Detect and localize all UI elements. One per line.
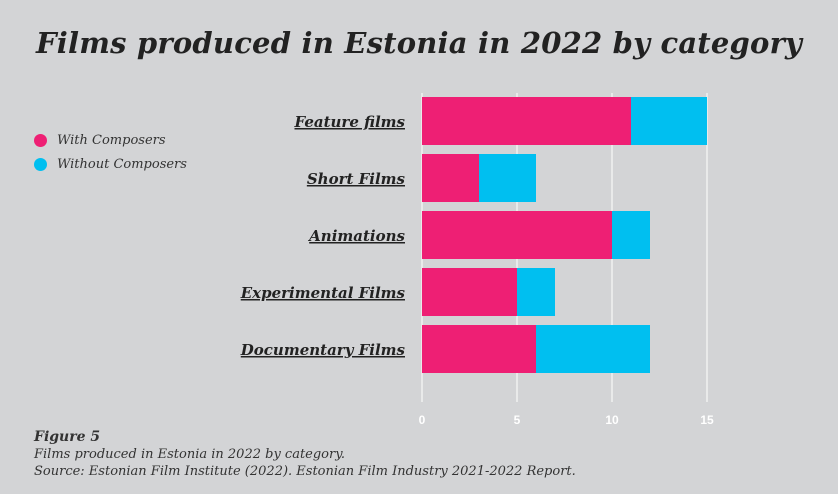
- legend-swatch-with-composers: [34, 133, 47, 147]
- bar-with-composers: [422, 325, 536, 373]
- category-label: Experimental Films: [240, 284, 406, 302]
- category-label: Documentary Films: [240, 341, 406, 359]
- legend-label: With Composers: [57, 132, 166, 148]
- bar-without-composers: [631, 97, 707, 145]
- caption-source: Source: Estonian Film Institute (2022). …: [34, 464, 576, 479]
- bar-without-composers: [479, 154, 536, 202]
- x-tick-label: 10: [605, 413, 619, 427]
- bar-with-composers: [422, 268, 517, 316]
- figure-caption: Figure 5 Films produced in Estonia in 20…: [34, 429, 576, 480]
- category-label: Short Films: [307, 170, 406, 188]
- bar-without-composers: [517, 268, 555, 316]
- legend-swatch-without-composers: [34, 157, 47, 171]
- x-tick-label: 15: [700, 413, 714, 427]
- bar-with-composers: [422, 154, 479, 202]
- category-label: Feature films: [293, 113, 405, 131]
- x-tick-label: 5: [514, 413, 521, 427]
- bar-without-composers: [536, 325, 650, 373]
- figure-number: Figure 5: [34, 429, 101, 445]
- bar-with-composers: [422, 97, 631, 145]
- x-tick-label: 0: [419, 413, 426, 427]
- legend-item-with-composers: With Composers: [34, 128, 187, 152]
- category-label: Animations: [307, 227, 405, 245]
- legend-item-without-composers: Without Composers: [34, 152, 187, 176]
- legend-label: Without Composers: [57, 156, 187, 172]
- chart-title: Films produced in Estonia in 2022 by cat…: [36, 26, 803, 60]
- bar-without-composers: [612, 211, 650, 259]
- legend: With Composers Without Composers: [34, 128, 187, 176]
- bar-with-composers: [422, 211, 612, 259]
- caption-text: Films produced in Estonia in 2022 by cat…: [34, 447, 345, 462]
